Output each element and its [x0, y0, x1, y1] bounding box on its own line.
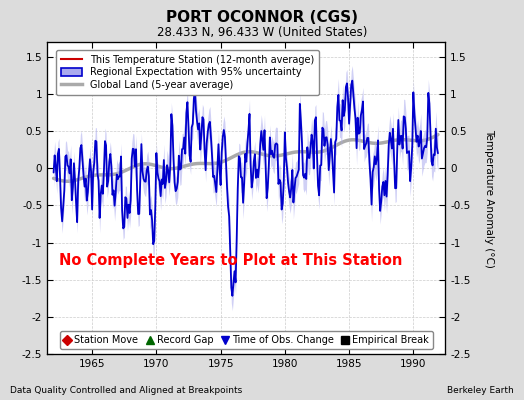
Text: Data Quality Controlled and Aligned at Breakpoints: Data Quality Controlled and Aligned at B… [10, 386, 243, 395]
Text: Berkeley Earth: Berkeley Earth [447, 386, 514, 395]
Legend: Station Move, Record Gap, Time of Obs. Change, Empirical Break: Station Move, Record Gap, Time of Obs. C… [60, 331, 433, 349]
Text: No Complete Years to Plot at This Station: No Complete Years to Plot at This Statio… [59, 253, 402, 268]
Y-axis label: Temperature Anomaly (°C): Temperature Anomaly (°C) [485, 128, 495, 268]
Text: 28.433 N, 96.433 W (United States): 28.433 N, 96.433 W (United States) [157, 26, 367, 39]
Text: PORT OCONNOR (CGS): PORT OCONNOR (CGS) [166, 10, 358, 25]
